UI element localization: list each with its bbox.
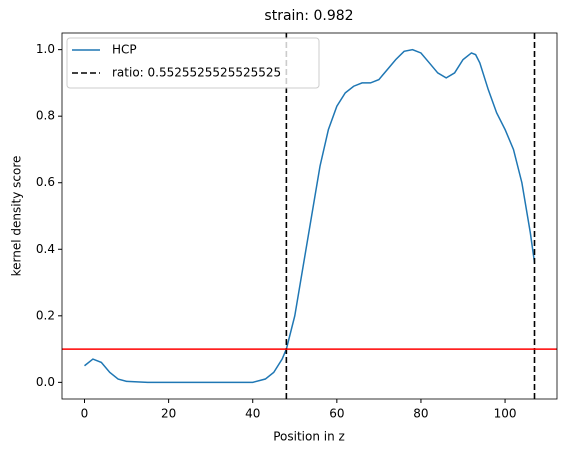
y-tick-label: 0.0	[36, 375, 55, 389]
legend-box	[66, 37, 320, 89]
data-line	[84, 48, 536, 384]
legend-label: HCP	[112, 43, 137, 57]
y-axis-title: kernel density score	[10, 156, 24, 277]
y-tick-label: 0.6	[36, 175, 55, 189]
chart-title: strain: 0.982	[264, 8, 353, 24]
x-tick-label: 100	[494, 407, 517, 421]
legend-label: ratio: 0.5525525525525525	[112, 66, 281, 80]
x-tick-label: 40	[245, 407, 260, 421]
y-tick-label: 0.8	[36, 109, 55, 123]
x-tick-label: 20	[161, 407, 176, 421]
y-tick-label: 1.0	[36, 42, 55, 56]
x-tick-label: 60	[329, 407, 344, 421]
y-tick-label: 0.2	[36, 308, 55, 322]
y-tick-label: 0.4	[36, 242, 55, 256]
x-axis-title: Position in z	[273, 430, 345, 444]
x-tick-label: 0	[81, 407, 89, 421]
plot-frame	[61, 32, 558, 400]
x-tick-label: 80	[413, 407, 428, 421]
